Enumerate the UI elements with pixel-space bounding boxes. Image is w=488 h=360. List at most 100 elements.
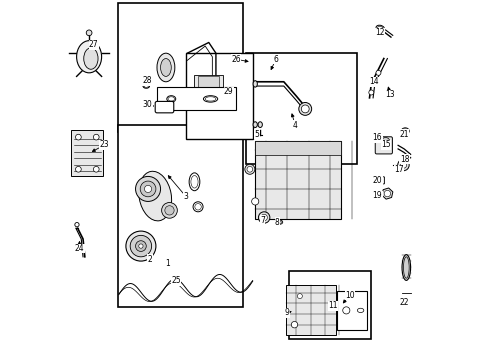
Ellipse shape — [401, 128, 408, 134]
Ellipse shape — [377, 26, 382, 30]
Circle shape — [375, 70, 380, 75]
Bar — [185, 53, 253, 139]
Circle shape — [246, 166, 252, 172]
Circle shape — [139, 244, 143, 248]
Text: 30: 30 — [142, 100, 152, 109]
Circle shape — [370, 79, 376, 84]
Circle shape — [135, 241, 146, 251]
Circle shape — [244, 164, 254, 174]
Text: 16: 16 — [372, 133, 382, 142]
Text: 27: 27 — [89, 40, 99, 49]
Circle shape — [140, 181, 156, 197]
Circle shape — [261, 214, 267, 221]
Bar — [157, 87, 235, 111]
Ellipse shape — [403, 257, 408, 278]
Circle shape — [251, 198, 258, 205]
FancyBboxPatch shape — [374, 137, 391, 154]
Ellipse shape — [157, 53, 175, 82]
Ellipse shape — [402, 129, 407, 133]
Text: 2: 2 — [147, 255, 152, 264]
Text: 4: 4 — [292, 121, 297, 130]
Text: 28: 28 — [142, 76, 152, 85]
Text: 17: 17 — [393, 166, 403, 175]
FancyBboxPatch shape — [374, 177, 384, 184]
Text: 29: 29 — [224, 87, 233, 96]
Bar — [246, 53, 356, 164]
Ellipse shape — [375, 25, 384, 31]
Circle shape — [258, 212, 269, 223]
Circle shape — [135, 176, 160, 202]
Text: 3: 3 — [183, 192, 187, 201]
Ellipse shape — [190, 176, 198, 188]
Circle shape — [93, 166, 99, 172]
Text: 26: 26 — [231, 55, 240, 64]
Circle shape — [130, 235, 151, 257]
Bar — [288, 271, 370, 339]
Text: 22: 22 — [398, 298, 408, 307]
Ellipse shape — [144, 85, 148, 87]
Ellipse shape — [194, 203, 201, 210]
Circle shape — [381, 138, 389, 146]
Text: 21: 21 — [398, 130, 408, 139]
Circle shape — [75, 166, 81, 172]
Ellipse shape — [277, 221, 281, 224]
Text: 14: 14 — [368, 77, 378, 86]
Circle shape — [291, 321, 297, 328]
Ellipse shape — [253, 81, 257, 87]
Text: 18: 18 — [399, 155, 408, 164]
Text: 7: 7 — [260, 216, 264, 225]
Text: 24: 24 — [75, 244, 84, 253]
Ellipse shape — [168, 97, 174, 101]
Bar — [71, 130, 103, 176]
Ellipse shape — [143, 84, 149, 88]
Text: 9: 9 — [285, 309, 289, 318]
Circle shape — [144, 185, 151, 193]
Ellipse shape — [77, 41, 102, 73]
Bar — [198, 76, 219, 91]
Ellipse shape — [139, 171, 171, 221]
Ellipse shape — [276, 220, 282, 224]
Circle shape — [125, 231, 156, 261]
Ellipse shape — [193, 202, 203, 212]
Polygon shape — [381, 188, 392, 199]
Text: 6: 6 — [273, 55, 278, 64]
Text: 11: 11 — [327, 301, 337, 310]
Text: 20: 20 — [372, 176, 382, 185]
Circle shape — [86, 30, 92, 36]
Bar — [118, 125, 242, 307]
Circle shape — [162, 203, 177, 218]
Ellipse shape — [253, 122, 257, 127]
Bar — [194, 75, 223, 93]
Circle shape — [342, 307, 349, 314]
Ellipse shape — [83, 48, 98, 69]
Circle shape — [397, 159, 408, 171]
Text: 1: 1 — [165, 260, 170, 269]
Ellipse shape — [160, 59, 171, 76]
Text: 5: 5 — [254, 130, 259, 139]
Ellipse shape — [258, 122, 262, 127]
Ellipse shape — [189, 173, 200, 191]
Bar — [255, 141, 340, 155]
Circle shape — [301, 105, 308, 113]
Text: 13: 13 — [385, 90, 394, 99]
Text: 25: 25 — [171, 276, 181, 285]
Ellipse shape — [166, 96, 175, 102]
Circle shape — [75, 134, 81, 140]
Text: 12: 12 — [374, 28, 384, 37]
Circle shape — [400, 162, 406, 168]
Bar — [255, 141, 340, 219]
Circle shape — [368, 90, 373, 95]
Text: 19: 19 — [372, 191, 382, 200]
Bar — [337, 291, 366, 330]
Ellipse shape — [205, 97, 216, 101]
Text: 8: 8 — [274, 218, 279, 227]
Ellipse shape — [203, 96, 217, 102]
Text: 15: 15 — [380, 140, 390, 149]
Circle shape — [75, 222, 79, 227]
Bar — [285, 285, 335, 336]
FancyBboxPatch shape — [155, 102, 173, 113]
Circle shape — [384, 190, 390, 197]
Circle shape — [164, 206, 174, 215]
Circle shape — [297, 294, 302, 298]
Circle shape — [298, 103, 311, 115]
